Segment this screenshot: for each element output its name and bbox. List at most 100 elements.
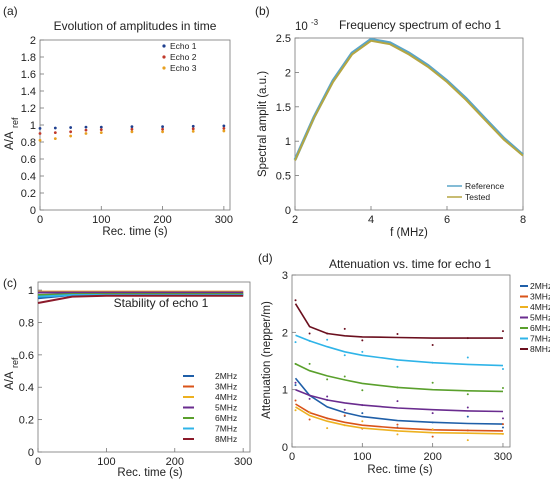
- panel-d-point-6mhz: [466, 393, 469, 396]
- panel-c-label: (c): [3, 276, 17, 290]
- panel-a-ytick-label: 1.8: [21, 52, 36, 64]
- panel-b-xtick-label: 8: [520, 214, 526, 226]
- panel-a-ylabel-sub: ref: [10, 117, 20, 128]
- panel-a-point-echo-3: [161, 130, 164, 134]
- panel-d-point-4mhz: [396, 433, 399, 436]
- panel-a-ytick-label: 0.8: [21, 137, 36, 149]
- panel-d-plot-frame: [291, 274, 511, 448]
- panel-d-ytick-label: 3: [282, 270, 288, 282]
- panel-a-ytick-label: 1.2: [21, 103, 36, 115]
- panel-a-yticks: 0 0.2 0.4 0.6 0.8 1 1.2 1.4 1.6 1.8 2: [21, 35, 44, 217]
- panel-a-point-echo-3: [69, 134, 73, 138]
- panel-d-point-8mhz: [326, 332, 329, 335]
- panel-c-series-line-8mhz: [37, 294, 244, 304]
- panel-d-point-3mhz: [396, 423, 399, 426]
- panel-a-point-echo-1: [38, 126, 42, 130]
- panel-d-ytick-label: 1: [282, 385, 288, 397]
- panel-d-point-5mhz: [361, 404, 364, 407]
- panel-c-xtick-label: 100: [97, 456, 115, 468]
- panel-d-point-2mhz: [431, 421, 434, 424]
- panel-d-point-6mhz: [361, 389, 364, 392]
- panel-b-ylabel: Spectral amplit (a.u.): [257, 71, 269, 177]
- panel-a-label: (a): [3, 4, 18, 18]
- panel-c-ylabel: A/A ref: [4, 357, 20, 390]
- panel-b-series-line-reference: [293, 37, 524, 161]
- panel-a-point-echo-1: [84, 125, 88, 129]
- panel-d-legend-label: 6MHz: [530, 323, 550, 333]
- panel-d-point-3mhz: [431, 435, 434, 438]
- panel-a-ylabel: A/A ref: [4, 117, 20, 150]
- panel-d-point-8mhz: [466, 337, 469, 340]
- panel-d-point-3mhz: [466, 429, 469, 432]
- panel-b-exponent: 10 -3: [295, 18, 319, 33]
- panel-c-marks: [37, 290, 244, 304]
- panel-d-point-2mhz: [294, 384, 297, 387]
- panel-c-legend-label: 7MHz: [215, 424, 237, 434]
- panel-d-ylabel: Attenuation (nepper/m): [261, 301, 273, 419]
- panel-b-ytick-label: 0: [285, 205, 291, 217]
- panel-d-series-line-7mhz: [295, 334, 504, 367]
- panel-a-point-echo-3: [222, 129, 226, 133]
- panel-a-ytick-label: 2: [30, 35, 36, 47]
- panel-a-point-echo-3: [130, 130, 134, 134]
- panel-d-point-7mhz: [361, 350, 364, 353]
- panel-d-point-7mhz: [294, 341, 297, 344]
- panel-d-point-3mhz: [308, 418, 311, 421]
- panel-d-point-2mhz: [466, 415, 469, 418]
- panel-d-point-2mhz: [361, 412, 364, 415]
- panel-b-title: Frequency spectrum of echo 1: [339, 18, 501, 32]
- panel-d-series-line-2mhz: [294, 377, 504, 425]
- panel-b-exponent-base: 10: [295, 21, 308, 33]
- panel-a-point-echo-3: [191, 129, 195, 133]
- panel-a-point-echo-2: [99, 128, 103, 132]
- panel-d-series-line-8mhz: [294, 303, 503, 339]
- panel-d-point-7mhz: [431, 361, 434, 364]
- panel-a-legend-label: Echo 1: [170, 41, 197, 51]
- panel-d-series-line-3mhz: [295, 403, 504, 432]
- panel-d-point-5mhz: [431, 412, 434, 415]
- panel-a-point-echo-3: [38, 138, 42, 142]
- panel-a-ytick-label: 0.6: [21, 154, 36, 166]
- panel-d-point-6mhz: [294, 362, 297, 365]
- panel-a-point-echo-2: [191, 127, 195, 131]
- panel-b-ytick-label: 2.5: [276, 33, 291, 45]
- panel-d-legend-label: 2MHz: [530, 281, 550, 291]
- panel-a-legend-label: Echo 2: [170, 52, 197, 62]
- panel-c-ytick-label: 1: [28, 285, 34, 297]
- panel-a-point-echo-1: [191, 124, 195, 128]
- panel-a-legend-marker: [162, 66, 166, 70]
- panel-b-marks: [293, 37, 524, 161]
- panel-c-legend-label: 3MHz: [215, 382, 237, 392]
- panel-d-point-3mhz: [326, 417, 329, 420]
- panel-d-point-5mhz: [501, 417, 504, 420]
- panel-d-point-5mhz: [294, 381, 297, 384]
- panel-d-ytick-label: 0: [282, 442, 288, 454]
- panel-b-xticks: 2 4 6 8: [292, 206, 526, 226]
- panel-d-point-5mhz: [343, 408, 346, 411]
- panel-d-point-5mhz: [308, 397, 311, 400]
- panel-c-ytick-label: 0.6: [19, 350, 34, 362]
- panel-a-ytick-label: 1.6: [21, 69, 36, 81]
- panel-d: (d) Attenuation vs. time for echo 1 Rec.…: [258, 251, 550, 476]
- panel-a-ytick-label: 0.4: [21, 171, 36, 183]
- panel-a-point-echo-2: [222, 126, 226, 130]
- panel-c-xtick-label: 200: [166, 456, 184, 468]
- panel-b-plot-frame: [294, 37, 524, 211]
- panel-d-point-6mhz: [431, 381, 434, 384]
- panel-b-xtick-label: 2: [292, 214, 298, 226]
- panel-c-xtick-label: 0: [35, 456, 41, 468]
- panel-c: (c) Stability of echo 1 Rec. time (s) A/…: [3, 276, 252, 479]
- panel-d-xlabel: Rec. time (s): [367, 464, 432, 476]
- panel-d-point-7mhz: [343, 354, 346, 357]
- panel-d-point-4mhz: [343, 424, 346, 427]
- panel-d-ytick-label: 2: [282, 327, 288, 339]
- panel-d-point-8mhz: [361, 339, 364, 342]
- panel-a-point-echo-3: [53, 137, 57, 141]
- panel-d-legend-label: 4MHz: [530, 302, 550, 312]
- panel-d-point-4mhz: [431, 428, 434, 431]
- panel-d-point-2mhz: [501, 426, 504, 429]
- panel-c-ylabel-sub: ref: [10, 357, 20, 368]
